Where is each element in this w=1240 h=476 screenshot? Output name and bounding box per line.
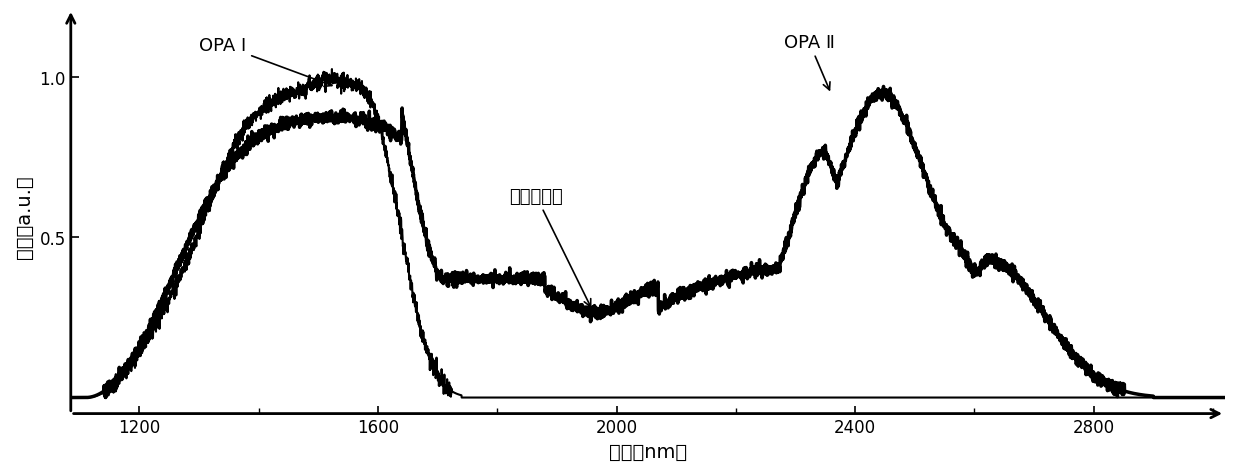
Text: OPA Ⅱ: OPA Ⅱ [784, 34, 835, 91]
X-axis label: 波长（nm）: 波长（nm） [609, 442, 687, 461]
Text: OPA Ⅰ: OPA Ⅰ [200, 37, 332, 87]
Text: 空心光纤后: 空心光纤后 [510, 188, 590, 307]
Y-axis label: 强度（a.u.）: 强度（a.u.） [15, 175, 33, 258]
